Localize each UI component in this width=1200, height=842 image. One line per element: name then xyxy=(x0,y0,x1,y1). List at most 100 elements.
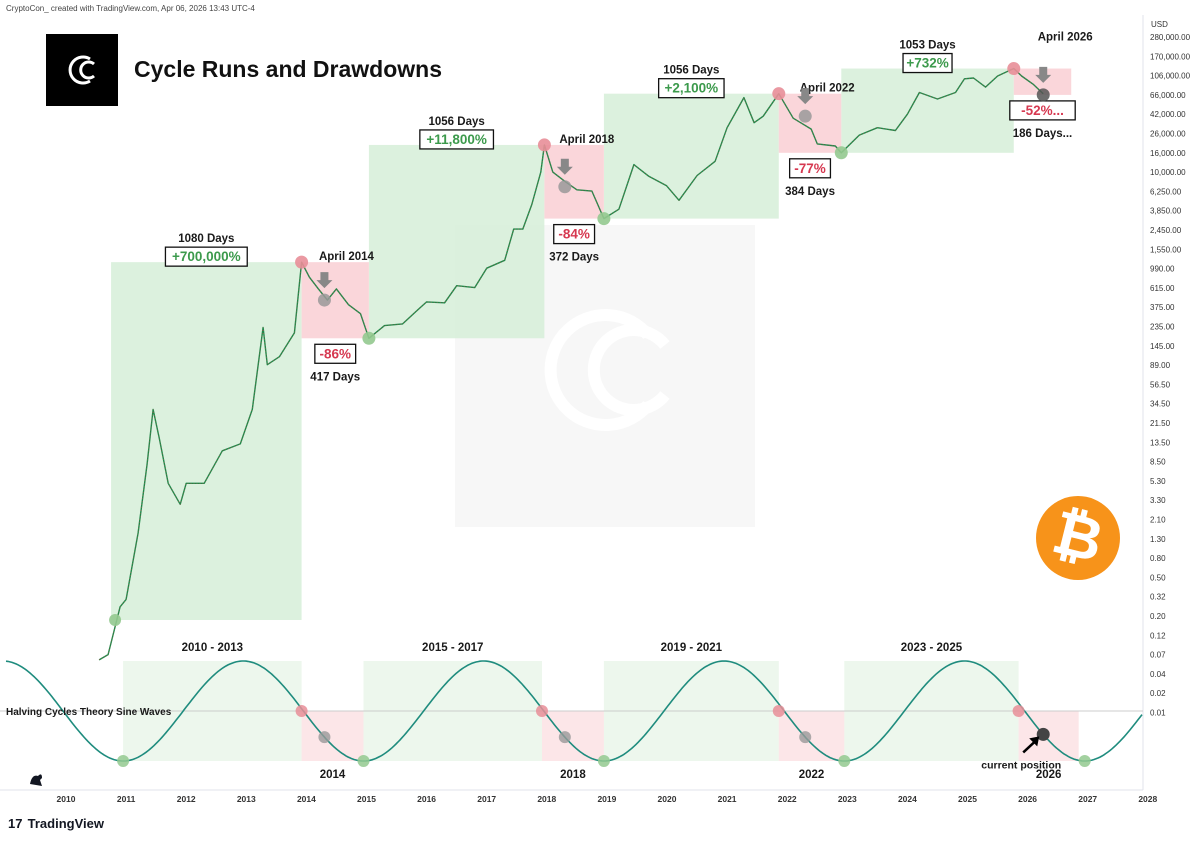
x-tick-label: 2014 xyxy=(297,794,316,804)
sine-trough-marker[interactable] xyxy=(357,755,370,767)
run-zone[interactable] xyxy=(368,144,545,339)
chart-title: Cycle Runs and Drawdowns xyxy=(134,56,443,82)
drawdown-zone[interactable] xyxy=(544,144,604,219)
y-tick-label: 56.50 xyxy=(1150,380,1171,389)
x-tick-label: 2017 xyxy=(477,794,496,804)
drawdown-days-label: 372 Days xyxy=(549,252,599,264)
drawdown-marker-dot[interactable] xyxy=(798,109,812,123)
sine-cycle-label: 2010 - 2013 xyxy=(182,642,243,654)
y-tick-label: 34.50 xyxy=(1150,400,1171,409)
cycle-bottom-marker[interactable] xyxy=(834,146,848,160)
drawdown-loss-label: -84% xyxy=(558,227,590,242)
watermark-logo-icon xyxy=(544,309,670,431)
sine-trough-marker[interactable] xyxy=(838,755,851,767)
drawdown-marker-dot[interactable] xyxy=(1036,88,1050,102)
run-gain-label-box xyxy=(164,246,248,267)
run-zone[interactable] xyxy=(111,262,302,620)
x-tick-label: 2012 xyxy=(177,794,196,804)
sine-top-marker[interactable] xyxy=(772,705,785,717)
cycle-top-marker[interactable] xyxy=(772,87,786,101)
y-tick-label: 170,000.00 xyxy=(1150,52,1191,61)
run-gain-label-box xyxy=(657,78,725,99)
run-zone[interactable] xyxy=(841,68,1014,153)
bitcoin-icon: ₿ xyxy=(1036,496,1120,580)
btc-price-candles xyxy=(98,68,1044,661)
run-days-label: 1056 Days xyxy=(663,65,719,77)
cc-logo-icon xyxy=(68,55,95,85)
y-tick-label: 235.00 xyxy=(1150,323,1175,332)
y-tick-label: 0.32 xyxy=(1150,593,1166,602)
sine-top-marker[interactable] xyxy=(535,705,548,717)
cycle-top-marker[interactable] xyxy=(295,255,309,269)
sine-drawdown-label: 2014 xyxy=(320,769,346,781)
y-tick-label: 0.04 xyxy=(1150,670,1166,679)
run-gain-label-box xyxy=(902,52,953,74)
drawdown-marker-label: April 2022 xyxy=(800,83,855,95)
sine-top-marker[interactable] xyxy=(1012,705,1025,717)
cycle-bottom-marker[interactable] xyxy=(109,613,122,626)
drawdown-marker-dot[interactable] xyxy=(317,293,331,307)
y-tick-label: 3.30 xyxy=(1150,496,1166,505)
sine-april-marker[interactable] xyxy=(558,731,571,744)
y-tick-label: 0.50 xyxy=(1150,573,1166,582)
tradingview-dino-icon xyxy=(30,774,42,786)
sine-top-marker[interactable] xyxy=(295,705,308,717)
y-tick-label: 0.07 xyxy=(1150,651,1166,660)
y-tick-label: 8.50 xyxy=(1150,458,1166,467)
drawdown-zone[interactable] xyxy=(778,93,842,153)
drawdown-loss-label: -77% xyxy=(794,161,826,176)
x-tick-label: 2022 xyxy=(778,794,797,804)
down-arrow-icon xyxy=(316,272,333,289)
x-tick-label: 2028 xyxy=(1138,794,1157,804)
sine-trough-marker[interactable] xyxy=(1078,755,1091,767)
y-tick-label: 26,000.00 xyxy=(1150,130,1186,139)
drawdown-marker-label: April 2018 xyxy=(559,134,615,146)
y-tick-label: 66,000.00 xyxy=(1150,91,1186,100)
drawdown-marker-label: April 2014 xyxy=(319,251,375,263)
sine-cycle-label: 2023 - 2025 xyxy=(901,642,963,654)
run-gain-label: +2,100% xyxy=(665,81,719,96)
drawdown-days-label: 417 Days xyxy=(310,371,360,383)
run-gain-label: +700,000% xyxy=(172,249,241,264)
down-arrow-icon xyxy=(1035,66,1052,83)
y-tick-label: 2,450.00 xyxy=(1150,226,1182,235)
drawdown-days-label: 186 Days... xyxy=(1013,128,1072,140)
y-tick-label: 0.20 xyxy=(1150,612,1166,621)
run-gain-label: +732% xyxy=(906,56,948,71)
cycle-top-marker[interactable] xyxy=(1007,62,1021,76)
sine-drawdown-label: 2022 xyxy=(799,769,825,781)
run-days-label: 1053 Days xyxy=(899,40,955,52)
cycle-top-marker[interactable] xyxy=(537,138,551,152)
x-tick-label: 2021 xyxy=(718,794,737,804)
y-tick-label: 0.80 xyxy=(1150,554,1166,563)
run-days-label: 1080 Days xyxy=(178,233,234,245)
drawdown-zone[interactable] xyxy=(301,262,369,339)
y-tick-label: 0.12 xyxy=(1150,631,1166,640)
sine-april-marker[interactable] xyxy=(799,731,812,744)
sine-april-marker[interactable] xyxy=(318,731,331,744)
sine-trough-marker[interactable] xyxy=(597,755,610,767)
y-tick-label: 375.00 xyxy=(1150,303,1175,312)
current-position-label: current position xyxy=(981,759,1061,771)
drawdown-loss-label-box xyxy=(314,343,357,364)
sine-cycle-label: 2019 - 2021 xyxy=(661,642,723,654)
drawdown-marker-dot[interactable] xyxy=(558,180,572,194)
chart-attribution: CryptoCon_ created with TradingView.com,… xyxy=(6,4,255,13)
current-position-marker[interactable] xyxy=(1036,727,1050,741)
sine-trough-marker[interactable] xyxy=(117,755,130,767)
y-tick-label: 42,000.00 xyxy=(1150,110,1186,119)
y-tick-label: 106,000.00 xyxy=(1150,72,1191,81)
y-tick-label: 16,000.00 xyxy=(1150,149,1186,158)
tradingview-brand-text: TradingView xyxy=(27,816,104,831)
run-zone[interactable] xyxy=(603,93,779,219)
down-arrow-icon xyxy=(797,88,814,105)
x-tick-label: 2018 xyxy=(537,794,556,804)
run-gain-label-box xyxy=(419,129,495,150)
cycle-bottom-marker[interactable] xyxy=(362,331,376,345)
sine-wave-line[interactable] xyxy=(5,660,1143,762)
sine-drawdown-zone xyxy=(541,711,604,761)
sine-drawdown-label: 2026 xyxy=(1036,769,1062,781)
x-tick-label: 2027 xyxy=(1078,794,1097,804)
cycle-bottom-marker[interactable] xyxy=(597,212,611,226)
